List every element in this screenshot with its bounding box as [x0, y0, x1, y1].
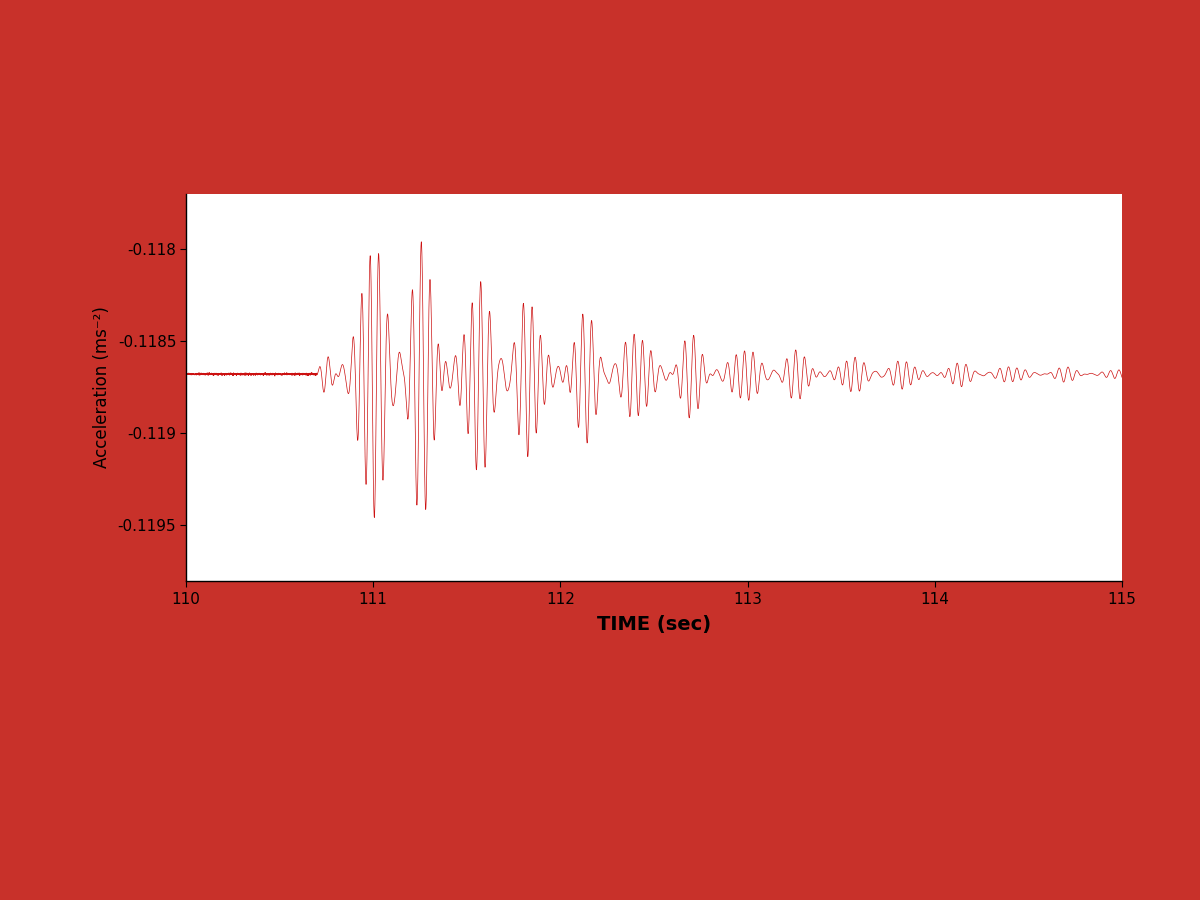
X-axis label: TIME (sec): TIME (sec) — [596, 615, 712, 634]
Y-axis label: Acceleration (ms⁻²): Acceleration (ms⁻²) — [92, 306, 110, 468]
